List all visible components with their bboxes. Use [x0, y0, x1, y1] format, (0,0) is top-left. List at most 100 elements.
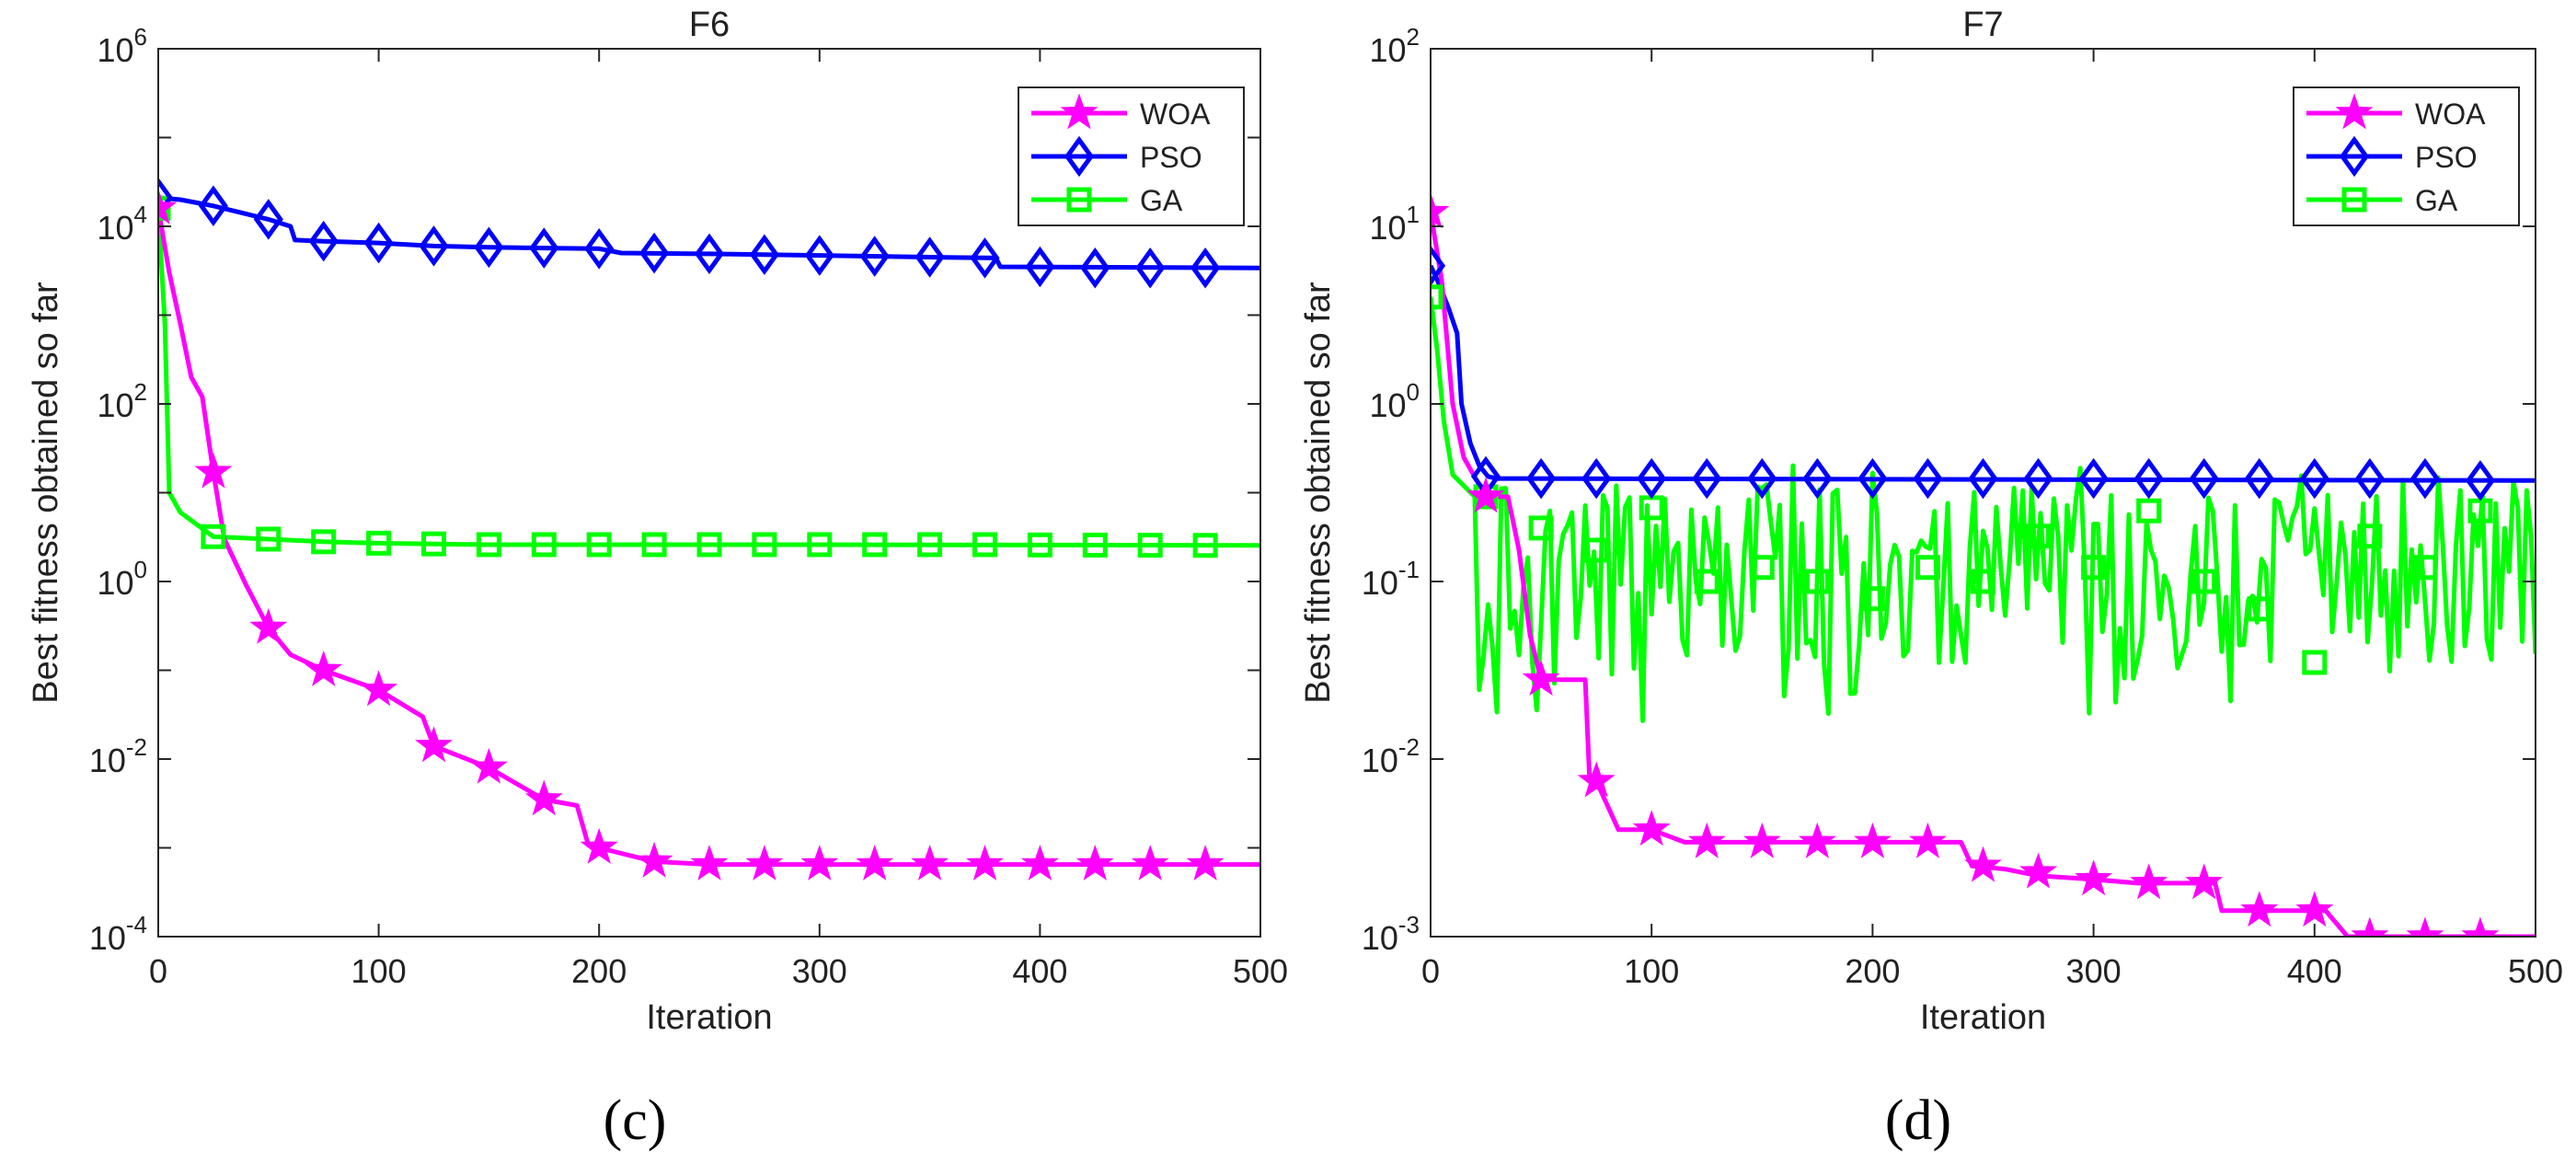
data-point-pso [1692, 457, 1722, 500]
data-point-ga [917, 532, 943, 558]
y-tick-label: 10-4 [89, 911, 147, 957]
data-point-pso [1581, 457, 1612, 500]
y-tick-base: 10 [1369, 386, 1406, 424]
y-tick-exponent: -1 [1398, 556, 1420, 583]
data-point-ga [311, 529, 337, 555]
x-tick-label: 0 [1421, 952, 1440, 990]
legend-label: PSO [2415, 141, 2478, 174]
data-point-pso [2189, 457, 2219, 500]
data-point-woa [1853, 822, 1892, 858]
data-point-ga [421, 531, 446, 557]
y-tick-exponent: 0 [1407, 378, 1420, 406]
y-tick-base: 10 [97, 209, 133, 247]
data-point-woa [2406, 916, 2444, 937]
data-point-woa [1020, 845, 1059, 880]
data-point-ga [2412, 555, 2438, 581]
data-point-woa [1964, 846, 2002, 882]
data-point-ga [641, 532, 667, 558]
data-point-woa [2461, 916, 2500, 937]
legend-label: GA [1140, 184, 1183, 217]
legend: WOA PSO GA [1018, 86, 1245, 226]
data-point-pso [914, 236, 945, 278]
x-tick-label: 0 [149, 952, 167, 990]
data-point-pso [308, 220, 339, 262]
data-point-woa [249, 607, 288, 644]
data-point-pso [2133, 457, 2164, 500]
data-point-woa [2351, 916, 2389, 937]
data-point-ga [201, 524, 226, 549]
data-point-pso [804, 235, 834, 276]
y-tick-exponent: 2 [1407, 23, 1420, 51]
data-point-ga [531, 532, 557, 558]
data-point-ga [862, 532, 888, 558]
y-tick-label: 104 [97, 201, 147, 247]
y-axis-label: Best fitness obtained so far [27, 282, 65, 704]
y-axis-label: Best fitness obtained so far [1299, 282, 1338, 704]
data-point-ga [1859, 586, 1885, 612]
data-point-ga [1749, 555, 1775, 581]
y-tick-base: 10 [1362, 919, 1398, 957]
data-point-woa [580, 827, 618, 864]
data-point-pso [2023, 457, 2053, 500]
data-point-woa [305, 650, 343, 686]
y-tick-label: 106 [97, 23, 147, 69]
y-tick-exponent: -2 [1398, 733, 1420, 761]
data-point-ga [586, 532, 612, 558]
data-point-ga [256, 526, 282, 552]
legend-label: WOA [2415, 98, 2486, 131]
data-point-woa [1431, 192, 1450, 229]
data-point-ga [1528, 515, 1554, 541]
data-point-woa [856, 845, 894, 880]
data-point-woa [1742, 822, 1781, 858]
x-tick-label: 500 [1233, 952, 1288, 990]
data-point-woa [1687, 822, 1726, 858]
data-point-pso [1080, 247, 1110, 289]
data-point-pso [2465, 460, 2496, 501]
data-point-ga [1192, 533, 1218, 558]
data-point-woa [524, 779, 563, 816]
legend: WOA PSO GA [2293, 86, 2520, 226]
legend-item-ga: GA [2306, 184, 2458, 217]
panel-caption: (d) [1885, 1089, 1951, 1152]
legend-label: WOA [1140, 98, 1211, 131]
data-point-pso [529, 227, 559, 269]
x-tick-label: 400 [1012, 952, 1067, 990]
data-point-ga [1915, 555, 1940, 581]
data-point-ga [1431, 284, 1443, 310]
legend-marker [1060, 93, 1098, 130]
data-point-pso [1025, 246, 1055, 288]
data-point-pso [1857, 457, 1888, 500]
panel-caption: (c) [604, 1089, 667, 1152]
data-point-pso [419, 225, 449, 267]
data-point-pso [2078, 457, 2109, 500]
data-point-ga [1583, 537, 1609, 563]
data-point-ga [972, 532, 997, 558]
data-point-pso [1968, 457, 1998, 500]
series-line-ga [158, 208, 1260, 548]
data-point-pso [1135, 247, 1166, 289]
y-tick-exponent: 4 [134, 201, 147, 228]
data-point-pso [584, 228, 615, 270]
data-point-ga [2026, 524, 2052, 549]
data-point-pso [198, 185, 228, 227]
data-point-pso [1913, 457, 1943, 500]
y-tick-exponent: 6 [134, 23, 147, 51]
data-point-woa [1131, 845, 1169, 880]
data-point-pso [2409, 457, 2440, 500]
x-tick-label: 300 [792, 952, 847, 990]
data-point-woa [2240, 891, 2279, 927]
data-point-ga [752, 532, 777, 558]
x-axis-label: Iteration [1920, 998, 2046, 1037]
x-tick-label: 400 [2287, 952, 2342, 990]
data-point-pso [1747, 457, 1777, 500]
y-tick-label: 10-1 [1362, 556, 1420, 602]
data-layer [158, 177, 1260, 880]
legend-marker [2341, 187, 2367, 213]
data-point-woa [745, 845, 784, 880]
data-point-pso [1526, 457, 1557, 500]
y-tick-label: 10-2 [1362, 733, 1420, 779]
y-tick-base: 10 [97, 386, 133, 424]
